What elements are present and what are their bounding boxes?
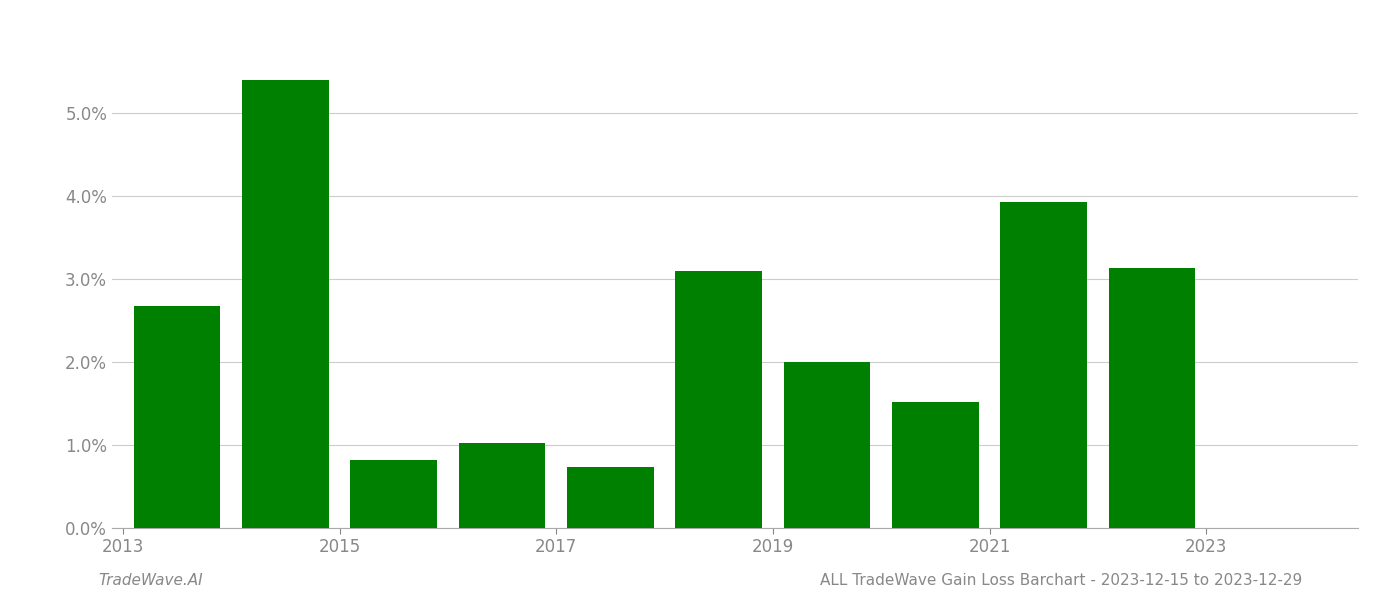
Bar <box>350 460 437 528</box>
Bar <box>892 402 979 528</box>
Bar <box>133 307 220 528</box>
Bar <box>784 362 871 528</box>
Bar <box>1001 202 1088 528</box>
Bar <box>1109 268 1196 528</box>
Bar <box>459 443 546 528</box>
Bar <box>242 80 329 528</box>
Bar <box>675 271 762 528</box>
Text: ALL TradeWave Gain Loss Barchart - 2023-12-15 to 2023-12-29: ALL TradeWave Gain Loss Barchart - 2023-… <box>820 573 1302 588</box>
Bar <box>567 467 654 528</box>
Text: TradeWave.AI: TradeWave.AI <box>98 573 203 588</box>
